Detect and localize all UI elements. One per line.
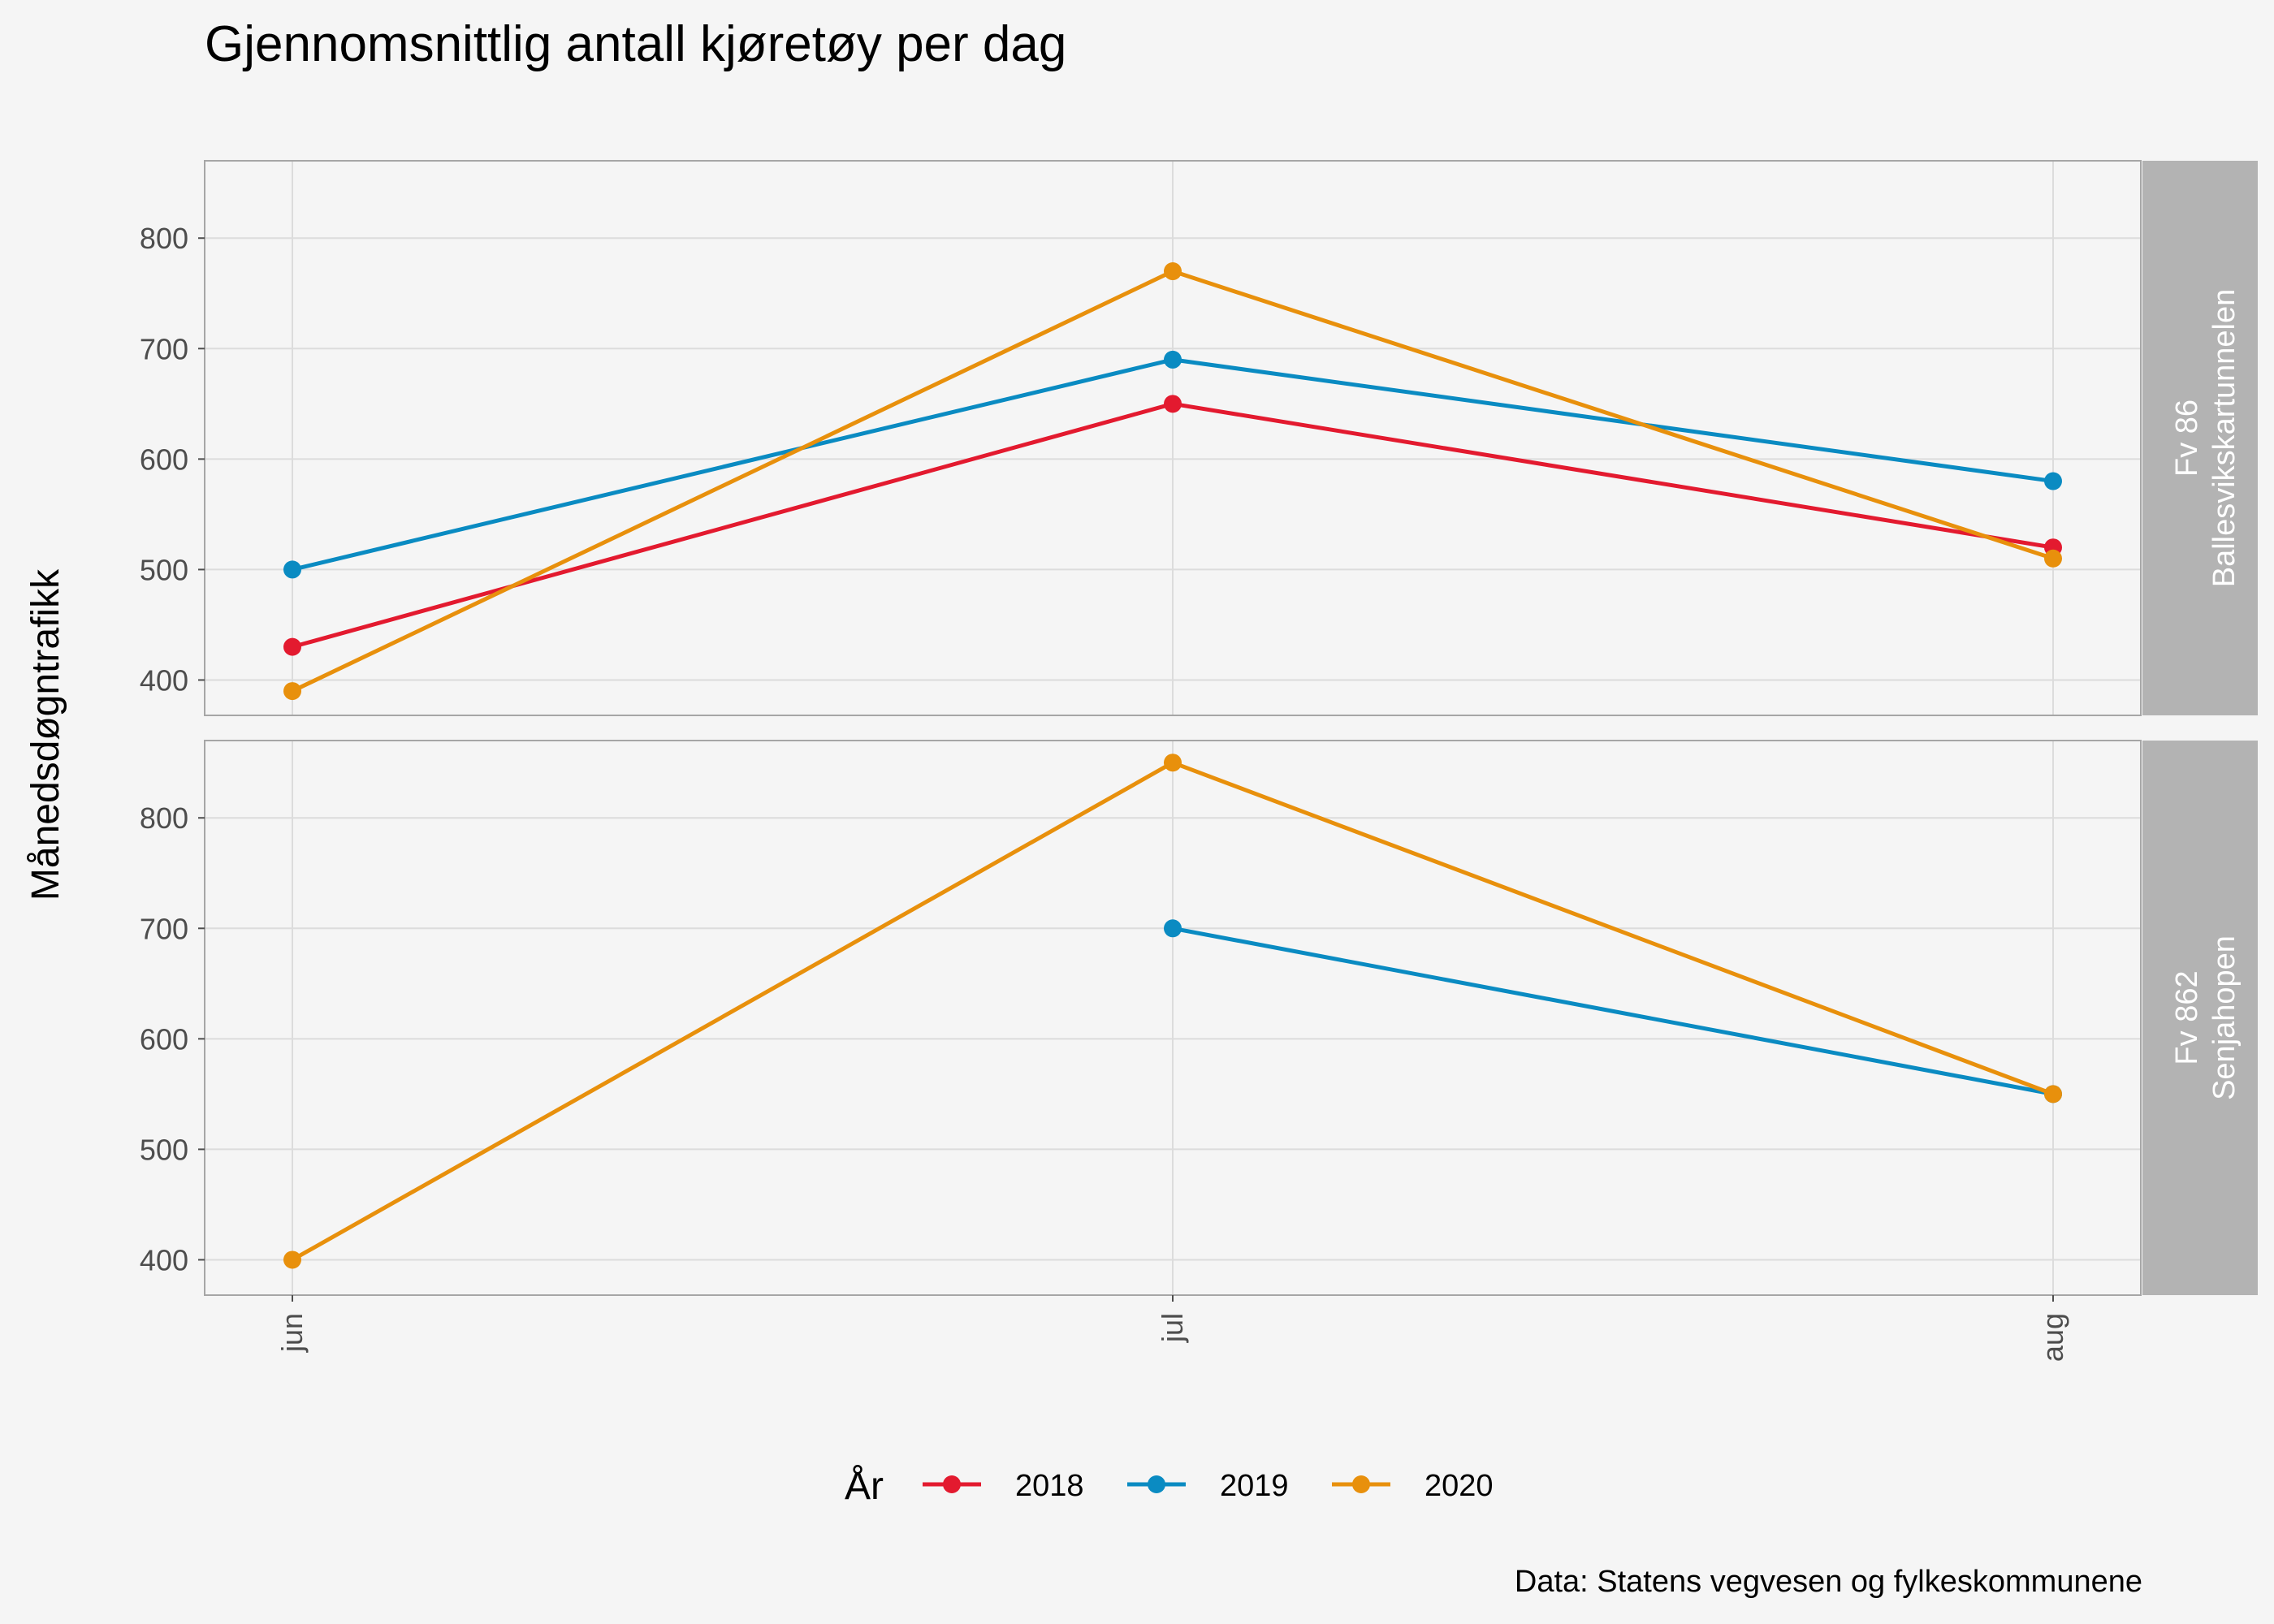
legend-label: 2020 bbox=[1424, 1469, 1494, 1503]
data-point-2019 bbox=[2044, 472, 2062, 490]
facet-strip-line: Senjahopen bbox=[2207, 935, 2242, 1100]
panel-frame bbox=[204, 160, 2142, 716]
facet-strip-label: Fv 86Ballesvikskartunnelen bbox=[2170, 289, 2242, 588]
y-tick-label: 400 bbox=[140, 1243, 188, 1276]
data-point-2020 bbox=[2044, 549, 2062, 568]
legend: År 2018 2019 2020 bbox=[845, 1465, 1494, 1508]
facet-strip bbox=[2142, 741, 2258, 1295]
panel-2: 400 500 600 700 800 Fv 862Senjahopen bbox=[140, 740, 2258, 1296]
legend-title: År bbox=[845, 1465, 884, 1508]
legend-key-point bbox=[1352, 1475, 1370, 1493]
x-tick-label: jun bbox=[275, 1313, 309, 1353]
data-point-2019 bbox=[283, 560, 301, 579]
y-tick-label: 800 bbox=[140, 222, 188, 255]
facet-strip-line: Ballesvikskartunnelen bbox=[2207, 289, 2242, 588]
legend-item-2018: 2018 bbox=[923, 1469, 1084, 1503]
y-tick-label: 500 bbox=[140, 553, 188, 586]
legend-item-2020: 2020 bbox=[1332, 1469, 1494, 1503]
facet-strip-label: Fv 862Senjahopen bbox=[2170, 935, 2242, 1100]
y-tick-label: 800 bbox=[140, 801, 188, 835]
y-tick-label: 600 bbox=[140, 1022, 188, 1056]
y-axis-title: Månedsdøgntrafikk bbox=[24, 568, 67, 901]
plot-panels: 400 500 600 700 800 Fv 86Ballesvikskartunnele… bbox=[140, 160, 2258, 1362]
facet-strip-line: Fv 862 bbox=[2170, 970, 2204, 1065]
data-point-2020 bbox=[1164, 262, 1182, 281]
legend-item-2019: 2019 bbox=[1127, 1469, 1289, 1503]
legend-key-point bbox=[1148, 1475, 1165, 1493]
y-tick-label: 700 bbox=[140, 912, 188, 945]
panel-1: 400 500 600 700 800 Fv 86Ballesvikskartunnele… bbox=[140, 160, 2258, 716]
x-tick-label: aug bbox=[2036, 1313, 2069, 1362]
data-point-2018 bbox=[283, 637, 301, 656]
facet-strip-line: Fv 86 bbox=[2170, 400, 2204, 477]
facet-strip bbox=[2142, 161, 2258, 715]
y-tick-label: 500 bbox=[140, 1133, 188, 1166]
data-point-2020 bbox=[283, 1250, 301, 1269]
series-line-2019 bbox=[1172, 926, 2054, 1096]
data-point-2020 bbox=[283, 682, 301, 701]
data-point-2019 bbox=[1164, 919, 1182, 938]
legend-label: 2018 bbox=[1015, 1469, 1084, 1503]
x-tick-label: jul bbox=[1156, 1313, 1189, 1343]
y-tick-label: 600 bbox=[140, 443, 188, 476]
y-tick-label: 700 bbox=[140, 332, 188, 365]
data-point-2020 bbox=[2044, 1085, 2062, 1104]
legend-label: 2019 bbox=[1220, 1469, 1289, 1503]
y-tick-label: 400 bbox=[140, 663, 188, 697]
legend-items: 2018 2019 2020 bbox=[923, 1469, 1494, 1503]
data-point-2018 bbox=[1164, 395, 1182, 413]
legend-key-point bbox=[943, 1475, 961, 1493]
chart-caption: Data: Statens vegvesen og fylkeskommunen… bbox=[1515, 1565, 2142, 1599]
data-point-2019 bbox=[1164, 350, 1182, 369]
data-point-2020 bbox=[1164, 754, 1182, 772]
chart-title: Gjennomsnittlig antall kjøretøy per dag bbox=[205, 16, 1066, 72]
